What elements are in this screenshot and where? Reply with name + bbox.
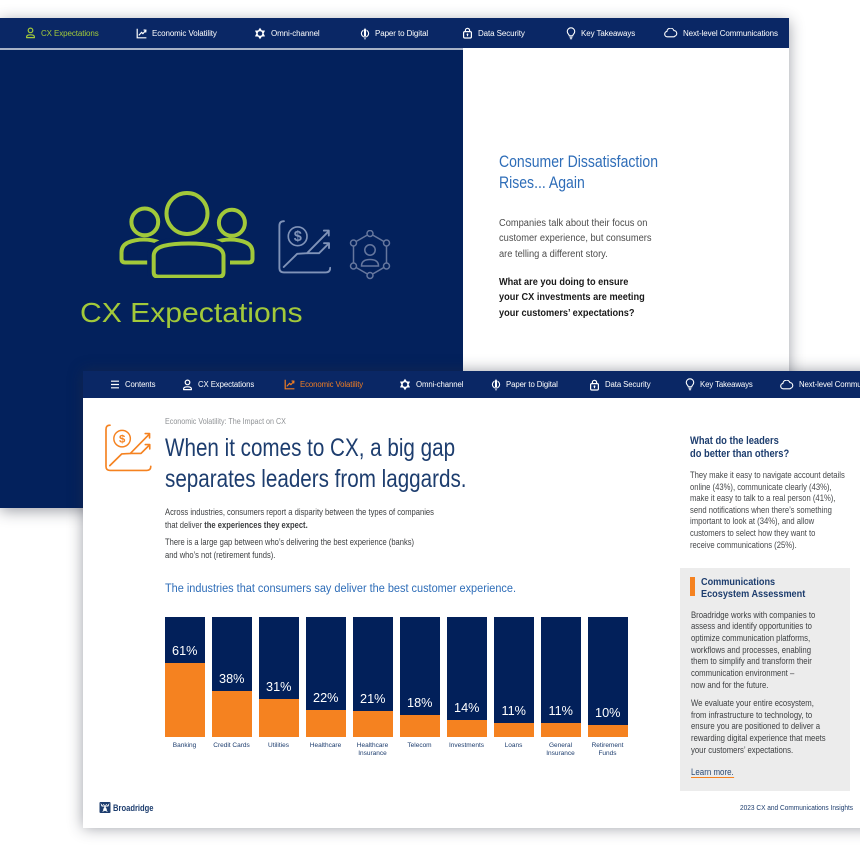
svg-text:$: $ <box>293 229 301 245</box>
svg-text:$: $ <box>119 433 126 445</box>
